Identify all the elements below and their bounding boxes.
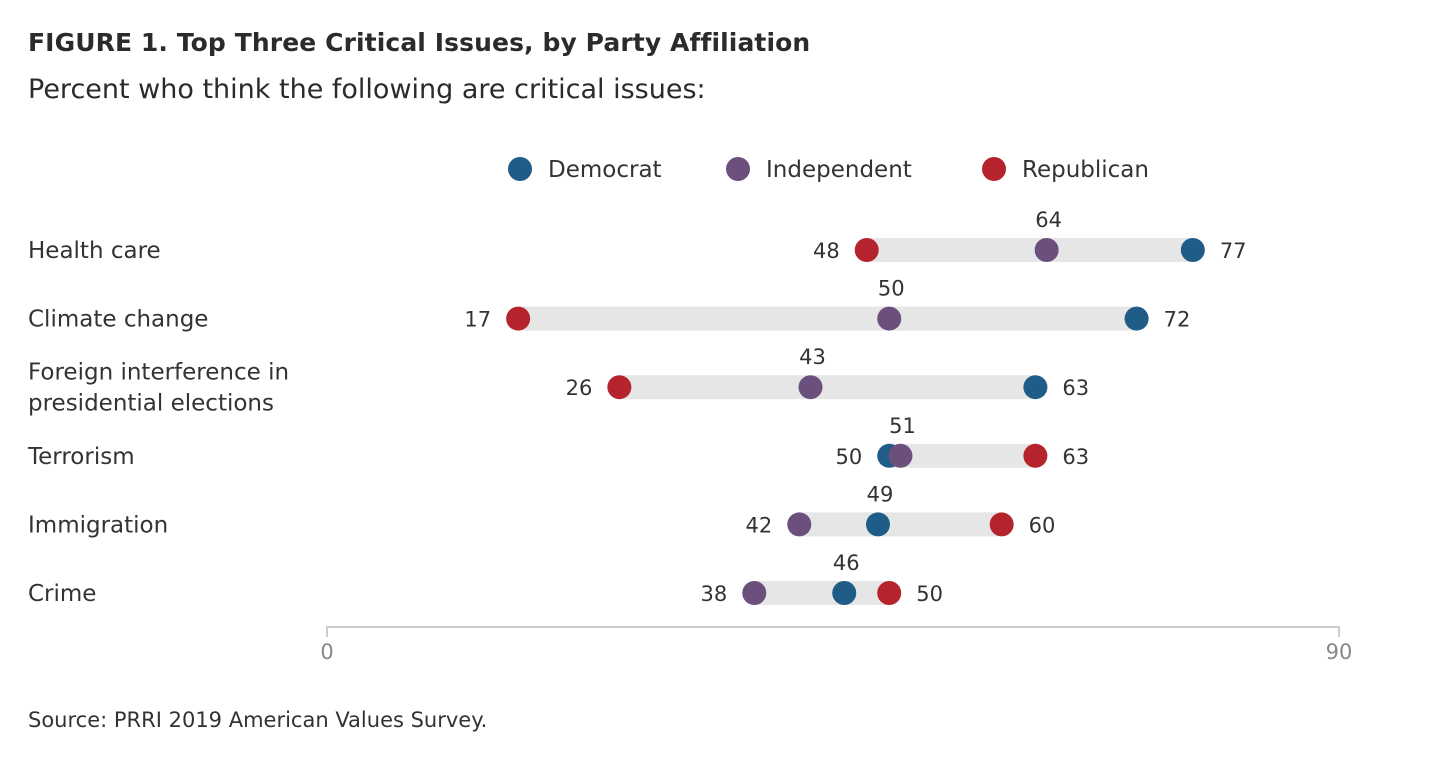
- x-tick-label: 90: [1326, 640, 1353, 664]
- data-label-republican: 26: [566, 376, 593, 400]
- dot-independent: [888, 443, 913, 468]
- data-label-republican: 48: [813, 239, 840, 263]
- dot-independent: [787, 512, 812, 537]
- legend-marker-democrat: [508, 157, 532, 181]
- legend-label-republican: Republican: [1022, 157, 1149, 183]
- chart-legend: Democrat Independent Republican: [508, 157, 1149, 183]
- data-label-democrat: 63: [1062, 376, 1089, 400]
- x-tick-label: 0: [320, 640, 333, 664]
- range-bars: [518, 238, 1193, 605]
- dot-democrat: [1180, 238, 1205, 262]
- data-label-independent: 43: [799, 345, 826, 369]
- data-label-independent: 42: [746, 513, 773, 537]
- data-label-independent: 38: [701, 582, 728, 606]
- range-bar: [754, 581, 890, 605]
- data-label-democrat: 46: [833, 551, 860, 575]
- dot-independent: [877, 306, 902, 331]
- category-label: Crime: [28, 581, 96, 607]
- data-label-democrat: 49: [867, 482, 894, 506]
- dot-democrat: [1124, 306, 1149, 331]
- dot-independent: [798, 375, 823, 400]
- x-axis-line: [326, 626, 1340, 637]
- dot-republican: [854, 238, 879, 262]
- category-label: Immigration: [28, 512, 168, 538]
- dot-republican: [506, 306, 531, 331]
- data-label-republican: 17: [464, 308, 491, 332]
- legend-marker-republican: [982, 157, 1006, 181]
- data-label-republican: 50: [916, 582, 943, 606]
- dot-democrat: [1023, 375, 1048, 400]
- legend-marker-independent: [726, 157, 750, 181]
- category-label: Terrorism: [27, 444, 135, 470]
- range-bar: [799, 512, 1002, 537]
- chart-subtitle: Percent who think the following are crit…: [28, 74, 706, 105]
- data-label-independent: 64: [1035, 208, 1062, 232]
- category-label: Foreign interference in presidential elec…: [28, 360, 289, 417]
- dot-democrat: [865, 512, 890, 537]
- range-bar: [866, 238, 1193, 262]
- source-note: Source: PRRI 2019 American Values Survey…: [28, 708, 488, 732]
- range-bar: [518, 306, 1137, 331]
- legend-label-democrat: Democrat: [548, 157, 662, 183]
- chart-title: FIGURE 1. Top Three Critical Issues, by …: [28, 28, 811, 57]
- data-label-democrat: 72: [1164, 308, 1191, 332]
- legend-label-independent: Independent: [766, 157, 912, 183]
- range-bar: [889, 443, 1036, 468]
- category-label: Climate change: [28, 307, 208, 333]
- dot-republican: [877, 581, 902, 605]
- dot-republican: [1023, 443, 1048, 468]
- dot-republican: [989, 512, 1014, 537]
- dot-republican: [607, 375, 632, 400]
- data-label-republican: 63: [1062, 445, 1089, 469]
- data-labels: 48 77 64 17 72 50 26 63 43 50 63 51 42 60 49 38 50 46: [464, 208, 1246, 606]
- category-label: Health care: [28, 238, 161, 264]
- data-label-independent: 51: [889, 414, 916, 438]
- data-label-independent: 50: [878, 277, 905, 301]
- data-points: [506, 238, 1205, 605]
- data-label-democrat: 77: [1220, 239, 1247, 263]
- dot-independent: [742, 581, 767, 605]
- range-bar: [619, 375, 1036, 400]
- dot-independent: [1034, 238, 1059, 262]
- data-label-republican: 60: [1029, 513, 1056, 537]
- x-axis: 0 90: [320, 626, 1353, 664]
- dot-democrat: [832, 581, 857, 605]
- data-label-democrat: 50: [835, 445, 862, 469]
- category-labels: Health care Climate change Foreign interfe…: [27, 238, 289, 607]
